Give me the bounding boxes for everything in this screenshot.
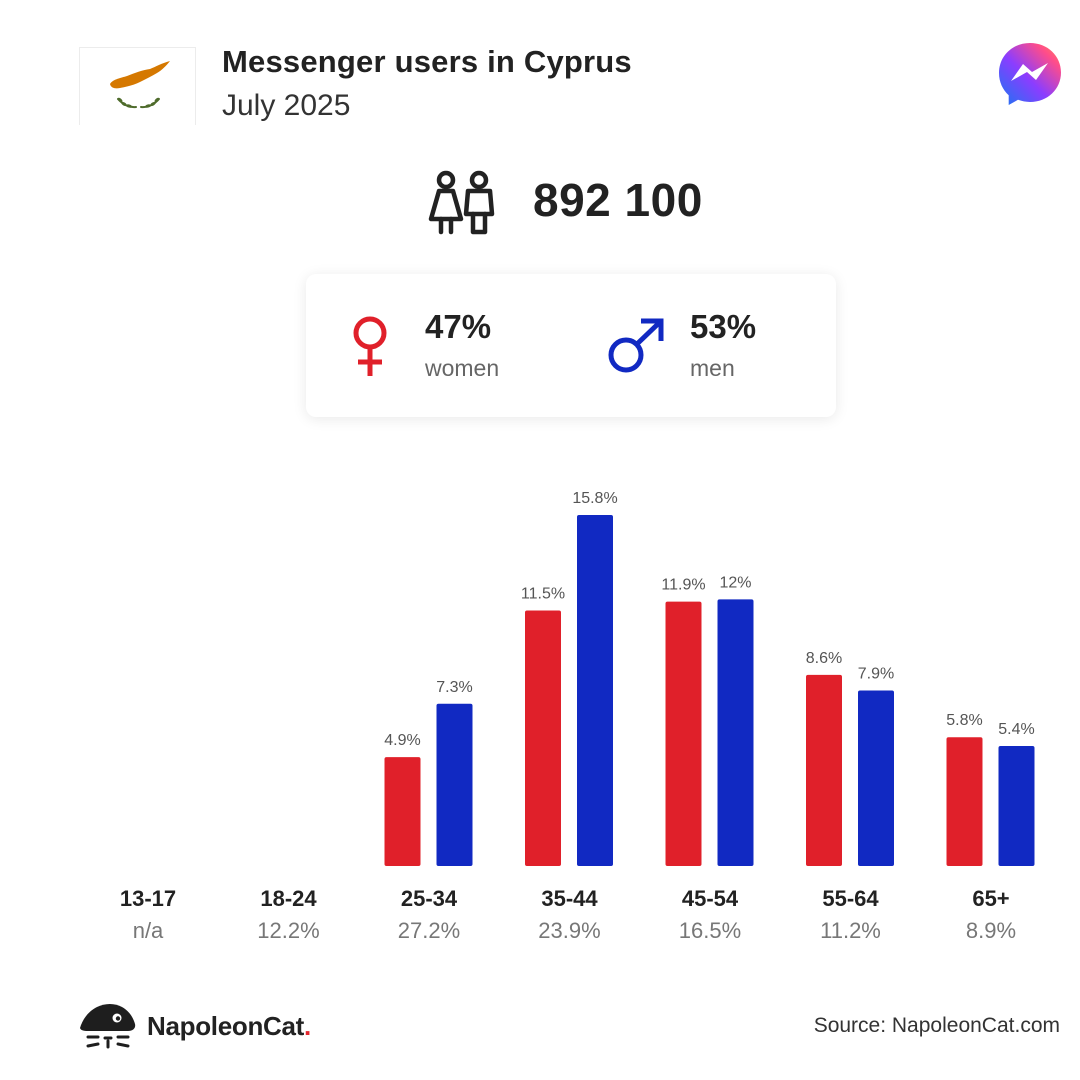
category-share-13-17: n/a	[133, 918, 164, 943]
gender-split-card: 47% women 53% men	[306, 274, 836, 417]
value-label-men-35-44: 12%	[719, 574, 751, 591]
users-icon	[428, 170, 498, 243]
value-label-women-18-24: 4.9%	[384, 732, 420, 749]
category-share-45-54: 16.5%	[679, 918, 741, 943]
bar-men-45-54	[858, 690, 894, 866]
bar-women-55-64	[946, 737, 983, 866]
category-label-55-64: 55-64	[822, 886, 879, 911]
category-label-13-17: 13-17	[120, 886, 176, 911]
female-icon	[350, 316, 390, 383]
brand-dot: .	[304, 1011, 311, 1041]
messenger-logo-icon	[997, 41, 1063, 112]
cyprus-flag-icon	[79, 47, 196, 125]
page-subtitle: July 2025	[222, 89, 351, 122]
source-credit: Source: NapoleonCat.com	[813, 1014, 1060, 1037]
bar-men-18-24	[436, 703, 473, 866]
bar-women-35-44	[665, 601, 702, 866]
women-percent: 47%	[425, 308, 492, 345]
category-share-55-64: 11.2%	[820, 918, 881, 943]
women-label: women	[425, 355, 500, 381]
category-label-45-54: 45-54	[682, 886, 739, 911]
value-label-men-45-54: 7.9%	[858, 666, 894, 683]
value-label-women-55-64: 5.8%	[946, 712, 982, 729]
napoleoncat-logo-icon	[78, 1001, 138, 1056]
value-label-men-18-24: 7.3%	[436, 679, 472, 696]
value-label-men-55-64: 5.4%	[998, 721, 1034, 738]
bar-women-18-24	[384, 757, 421, 866]
men-percent: 53%	[690, 308, 757, 345]
category-label-18-24: 18-24	[260, 886, 317, 911]
category-share-18-24: 12.2%	[257, 918, 319, 943]
category-label-65+: 65+	[972, 886, 1009, 911]
bar-men-55-64	[998, 746, 1035, 866]
category-label-25-34: 25-34	[401, 886, 458, 911]
male-icon	[606, 318, 666, 381]
category-share-65+: 8.9%	[966, 918, 1016, 943]
brand-name: NapoleonCat.	[147, 1011, 311, 1041]
page-title: Messenger users in Cyprus	[222, 44, 632, 79]
value-label-men-25-34: 15.8%	[572, 490, 617, 507]
total-users-count: 892 100	[533, 174, 703, 226]
bar-women-25-34	[525, 610, 561, 866]
bar-women-45-54	[806, 674, 842, 866]
bar-men-25-34	[577, 515, 613, 866]
category-share-35-44: 23.9%	[538, 918, 600, 943]
value-label-women-45-54: 8.6%	[806, 650, 842, 667]
men-label: men	[690, 355, 735, 381]
category-share-25-34: 27.2%	[398, 918, 460, 943]
value-label-women-35-44: 11.9%	[661, 577, 705, 594]
category-label-35-44: 35-44	[541, 886, 598, 911]
value-label-women-25-34: 11.5%	[521, 586, 565, 603]
bar-men-35-44	[717, 599, 754, 866]
